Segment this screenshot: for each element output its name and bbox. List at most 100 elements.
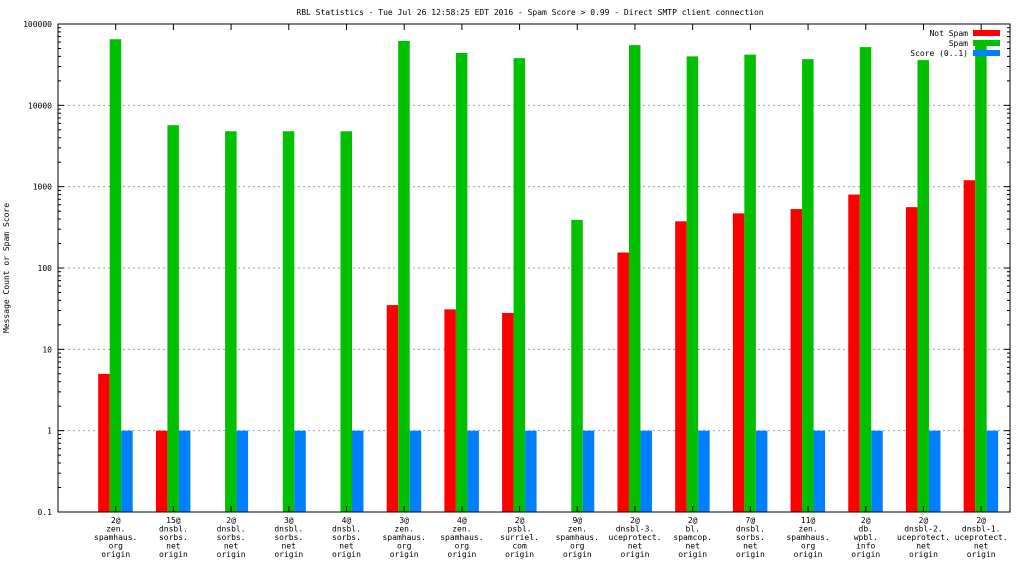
legend-label: Not Spam bbox=[929, 29, 968, 38]
x-tick-label: net bbox=[628, 542, 643, 551]
x-tick-label: net bbox=[339, 542, 354, 551]
x-tick-label: origin bbox=[794, 550, 823, 559]
bar-not-spam bbox=[848, 194, 860, 512]
chart-title: RBL Statistics - Tue Jul 26 12:58:25 EDT… bbox=[296, 8, 763, 17]
x-tick-label: origin bbox=[563, 550, 592, 559]
bar-spam bbox=[975, 40, 987, 513]
x-tick-label: psbl. bbox=[508, 525, 532, 534]
bar-score-0-1 bbox=[640, 430, 652, 512]
bar-not-spam bbox=[963, 180, 976, 512]
x-tick-label: wpbl. bbox=[854, 533, 878, 542]
x-tick-label: net bbox=[166, 542, 181, 551]
bar-spam bbox=[398, 40, 410, 513]
legend-label: Spam bbox=[949, 39, 968, 48]
bar-score-0-1 bbox=[525, 430, 537, 512]
bar-not-spam bbox=[444, 309, 456, 512]
x-tick-label: org bbox=[801, 542, 816, 551]
x-tick-label: 9@ bbox=[572, 516, 582, 525]
y-tick-label: 1 bbox=[47, 427, 52, 436]
x-tick-label: 4@ bbox=[457, 516, 467, 525]
bar-score-0-1 bbox=[178, 430, 191, 512]
x-tick-label: net bbox=[224, 542, 239, 551]
plot-border bbox=[57, 23, 1011, 513]
bar-score-0-1 bbox=[467, 430, 479, 512]
x-tick-label: origin bbox=[851, 550, 880, 559]
x-tick-label: sorbs. bbox=[332, 533, 361, 542]
bar-score-0-1 bbox=[986, 430, 999, 512]
bar-spam bbox=[628, 45, 641, 513]
x-tick-label: spamhaus. bbox=[786, 533, 829, 542]
x-tick-label: origin bbox=[274, 550, 303, 559]
x-tick-label: dnsbl. bbox=[274, 525, 303, 534]
x-tick-label: net bbox=[974, 542, 989, 551]
x-tick-label: dnsbl-1. bbox=[962, 525, 1001, 534]
y-tick-label: 100000 bbox=[23, 20, 52, 29]
x-tick-label: origin bbox=[447, 550, 476, 559]
bar-spam bbox=[109, 39, 122, 513]
bar-score-0-1 bbox=[121, 430, 133, 512]
x-tick-label: bl. bbox=[685, 525, 699, 534]
bar-score-0-1 bbox=[755, 430, 768, 512]
x-tick-label: spamhaus. bbox=[94, 533, 137, 542]
x-tick-label: sorbs. bbox=[159, 533, 188, 542]
x-tick-label: net bbox=[282, 542, 297, 551]
x-tick-label: origin bbox=[736, 550, 765, 559]
x-tick-label: zen. bbox=[798, 525, 817, 534]
x-tick-label: org bbox=[108, 542, 123, 551]
x-tick-label: zen. bbox=[568, 525, 587, 534]
bar-not-spam bbox=[675, 221, 687, 512]
x-tick-label: org bbox=[397, 542, 412, 551]
x-tick-label: 2@ bbox=[226, 516, 236, 525]
bar-spam bbox=[859, 47, 872, 513]
x-tick-label: info bbox=[856, 542, 875, 551]
bar-not-spam bbox=[98, 373, 110, 512]
x-tick-label: uceprotect. bbox=[955, 533, 1008, 542]
x-tick-label: 2@ bbox=[861, 516, 871, 525]
y-tick-label: 10 bbox=[42, 345, 52, 354]
x-tick-label: dnsbl-2. bbox=[904, 525, 943, 534]
x-tick-label: origin bbox=[217, 550, 246, 559]
bar-score-0-1 bbox=[582, 430, 595, 512]
bar-score-0-1 bbox=[294, 430, 306, 512]
legend-swatch bbox=[973, 50, 1000, 56]
bar-score-0-1 bbox=[871, 430, 883, 512]
x-tick-label: net bbox=[916, 542, 931, 551]
x-tick-label: origin bbox=[967, 550, 996, 559]
x-tick-label: origin bbox=[332, 550, 361, 559]
x-tick-label: 3@ bbox=[284, 516, 294, 525]
x-tick-label: 7@ bbox=[746, 516, 756, 525]
x-tick-label: dnsbl. bbox=[332, 525, 361, 534]
legend-swatch bbox=[973, 30, 1000, 36]
bar-score-0-1 bbox=[236, 430, 249, 512]
x-tick-label: net bbox=[743, 542, 758, 551]
x-tick-label: spamhaus. bbox=[440, 533, 483, 542]
x-tick-label: origin bbox=[621, 550, 650, 559]
x-tick-label: 4@ bbox=[342, 516, 352, 525]
x-tick-label: origin bbox=[159, 550, 188, 559]
legend-label: Score (0..1) bbox=[910, 49, 968, 58]
bar-not-spam bbox=[732, 213, 745, 512]
x-tick-label: 11@ bbox=[801, 516, 816, 525]
bar-score-0-1 bbox=[813, 430, 826, 512]
x-tick-label: spamhaus. bbox=[383, 533, 426, 542]
x-tick-label: 3@ bbox=[399, 516, 409, 525]
x-tick-label: org bbox=[455, 542, 470, 551]
bar-score-0-1 bbox=[351, 430, 364, 512]
bar-spam bbox=[571, 219, 583, 512]
bar-not-spam bbox=[905, 207, 918, 512]
x-tick-label: origin bbox=[678, 550, 707, 559]
x-tick-label: 2@ bbox=[111, 516, 121, 525]
x-tick-label: origin bbox=[909, 550, 938, 559]
y-tick-label: 0.1 bbox=[38, 508, 53, 517]
x-tick-label: sorbs. bbox=[736, 533, 765, 542]
bar-spam bbox=[917, 60, 929, 512]
x-tick-label: 2@ bbox=[919, 516, 929, 525]
y-tick-label: 1000 bbox=[33, 183, 52, 192]
y-axis-label: Message Count or Spam Score bbox=[2, 203, 11, 333]
x-tick-label: 2@ bbox=[688, 516, 698, 525]
x-tick-label: 2@ bbox=[515, 516, 525, 525]
x-tick-label: sorbs. bbox=[217, 533, 246, 542]
x-tick-label: spamhaus. bbox=[556, 533, 599, 542]
x-tick-label: dnsbl. bbox=[217, 525, 246, 534]
